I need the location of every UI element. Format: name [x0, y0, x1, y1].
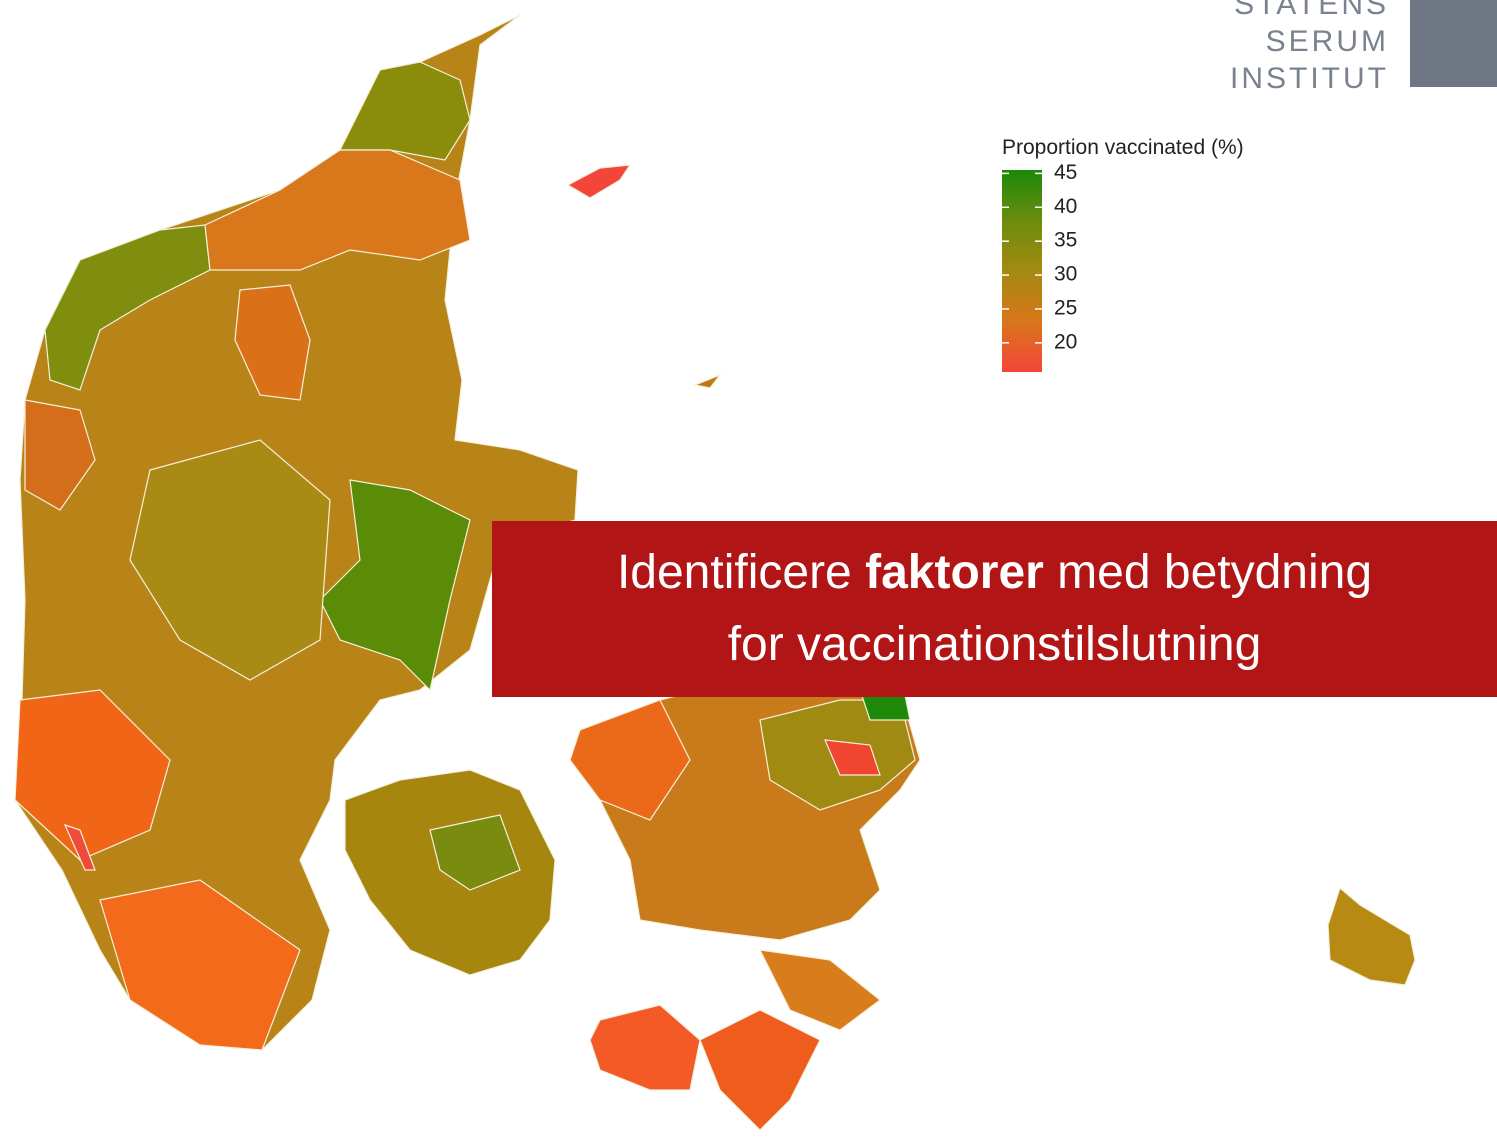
laeso: [568, 165, 630, 198]
region: [340, 62, 470, 160]
logo-line: INSTITUT: [1230, 60, 1389, 97]
banner-emphasis: faktorer: [865, 546, 1044, 599]
lolland: [590, 1005, 700, 1090]
banner-text: Identificere: [617, 546, 865, 599]
region: [760, 950, 880, 1030]
logo-line: SERUM: [1230, 23, 1389, 60]
banner-line: for vaccinationstilslutning: [492, 609, 1497, 681]
banner-text: med betydning: [1044, 546, 1372, 599]
tick-label: 20: [1054, 330, 1077, 353]
tick-label: 30: [1054, 263, 1077, 286]
legend-title: Proportion vaccinated (%): [1002, 136, 1244, 160]
colorbar: [1002, 170, 1042, 372]
slide: {"logo": {"lines": ["STATENS", "SERUM", …: [0, 0, 1497, 1145]
banner: Identificere faktorer med betydning for …: [492, 521, 1497, 697]
tick-label: 40: [1054, 195, 1077, 218]
tick-label: 35: [1054, 229, 1077, 252]
logo-text: STATENS SERUM INSTITUT: [1230, 0, 1389, 97]
region: [205, 150, 470, 270]
anholt: [695, 375, 720, 388]
falster: [700, 1010, 820, 1130]
tick-label: 25: [1054, 297, 1077, 320]
tick-label: 45: [1054, 161, 1077, 184]
logo-line: STATENS: [1230, 0, 1389, 23]
banner-line: Identificere faktorer med betydning: [492, 537, 1497, 609]
legend: 45 40 35 30 25 20: [1002, 161, 1077, 372]
bornholm: [1328, 888, 1415, 985]
logo-icon: [1410, 0, 1497, 87]
